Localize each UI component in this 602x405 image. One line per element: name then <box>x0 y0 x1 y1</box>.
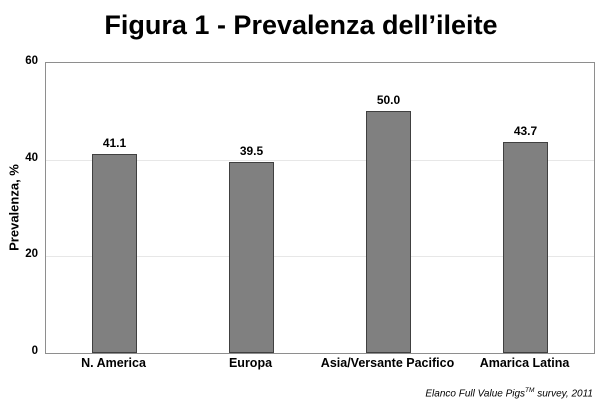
source-note-suffix: survey, 2011 <box>534 388 593 400</box>
chart-title: Figura 1 - Prevalenza dell’ileite <box>104 10 498 40</box>
bar <box>229 162 274 353</box>
bar-value-label: 50.0 <box>376 93 401 108</box>
x-category-label: Asia/Versante Pacifico <box>320 356 455 370</box>
plot-area: 41.1 39.5 50.0 43.7 <box>45 62 595 354</box>
bar <box>503 141 548 353</box>
gridline <box>46 159 594 161</box>
bar <box>92 154 137 353</box>
bar-value-label: 41.1 <box>102 136 127 151</box>
y-tick-label: 40 <box>25 151 38 164</box>
y-tick-label: 60 <box>25 55 38 67</box>
bar-value-label: 39.5 <box>239 144 264 159</box>
x-category-label: N. America <box>81 356 146 370</box>
gridline <box>46 256 594 258</box>
trademark-superscript: TM <box>525 387 535 394</box>
y-axis-title: Prevalenza, % <box>6 164 22 251</box>
y-tick-label: 0 <box>31 345 38 357</box>
bar-value-label: 43.7 <box>513 123 538 138</box>
x-category-label: Europa <box>228 356 273 370</box>
source-note-text: Elanco Full Value Pigs <box>425 388 526 400</box>
source-note: Elanco Full Value PigsTM survey, 2011 <box>425 387 593 399</box>
x-category-label: Amarica Latina <box>479 356 570 370</box>
bar <box>366 111 411 353</box>
y-tick-label: 20 <box>25 248 38 261</box>
